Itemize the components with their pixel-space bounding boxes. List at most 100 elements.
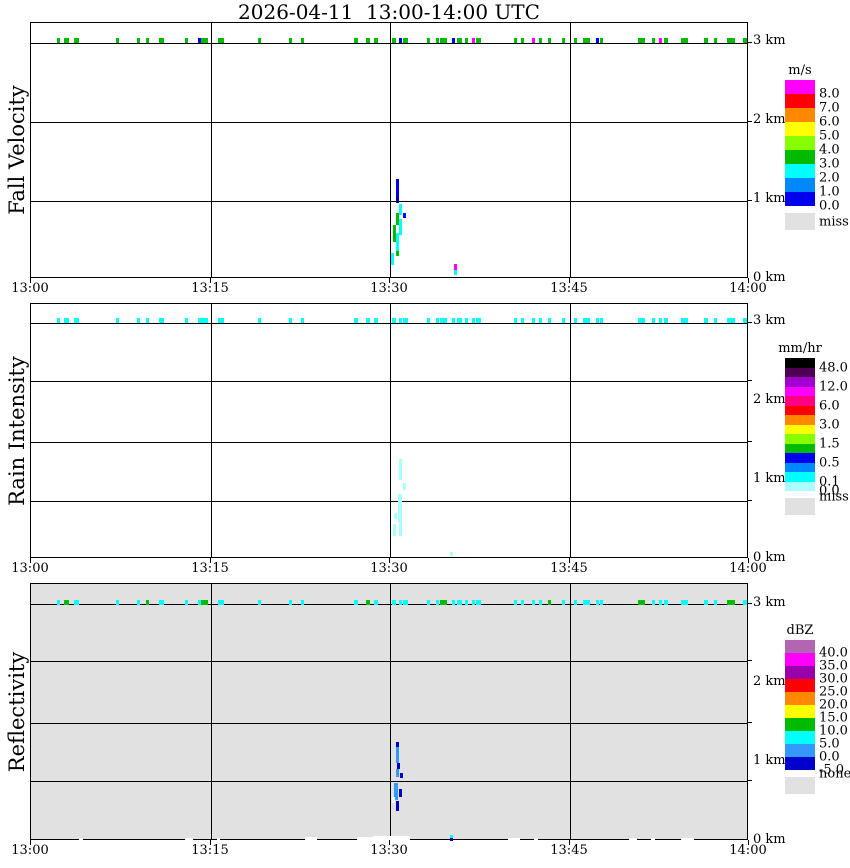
cloud-dot [427,318,430,323]
cloud-dot [185,318,188,323]
cloud-dot [743,38,747,43]
height-label: 0 km [753,832,786,847]
legend-value-label: 6.0 [819,398,840,413]
precip-mark [396,742,399,747]
legend-color-box [785,705,815,718]
time-label: 14:00 [729,561,767,576]
cloud-dot [596,600,599,605]
time-tick [748,840,749,845]
axis-tick-right [748,660,752,661]
legend-color-box [785,150,815,164]
cloud-dot [532,600,535,605]
cloud-dot [258,318,261,323]
precip-mark [403,483,406,490]
cloud-dot [521,600,524,605]
cloud-dot [548,318,551,323]
legend-value-label: 20.0 [819,697,848,713]
cloud-dot [562,38,565,43]
precip-mark [393,225,396,242]
precip-mark [396,197,399,203]
cloud-dot [532,318,535,323]
precip-mark [217,838,220,841]
cloud-dot [600,600,603,605]
panel-ylabel-rain-intensity: Rain Intensity [5,355,29,506]
cloud-dot [427,38,430,43]
time-label: 14:00 [729,843,767,858]
legend-missing-label: miss [819,489,849,505]
cloud-dot [714,600,717,605]
precip-mark [454,264,457,270]
cloud-dot [137,318,140,323]
cloud-dot [652,38,655,43]
legend-value-label: 48.0 [819,360,848,375]
cloud-dot [583,600,590,605]
cloud-dot [532,38,535,43]
cloud-dot [366,600,370,605]
cloud-dot [659,600,662,605]
precip-mark [399,204,402,215]
legend-value-label: 35.0 [819,658,848,674]
precip-mark [403,213,406,218]
legend-color-box [785,396,815,406]
cloud-dot [452,38,455,43]
cloud-dot [465,600,468,605]
cloud-dot [201,38,208,43]
cloud-dot [514,318,517,323]
legend-color-box [785,679,815,692]
cloud-dot [574,600,577,605]
cloud-dot [159,318,164,323]
precip-mark [681,838,694,841]
cloud-dot [116,600,119,605]
time-tick [30,278,31,283]
gridline-horizontal [31,442,747,443]
cloud-dot [399,600,402,605]
legend-color-box [785,178,815,192]
cloud-dot [198,38,202,43]
time-tick [389,558,390,563]
gridline-horizontal [31,723,747,724]
legend-color-box [785,757,815,770]
precip-mark [373,836,410,840]
legend-value-label: 5.0 [819,736,840,752]
precip-mark [396,251,399,256]
panel-ylabel-fall-velocity: Fall Velocity [5,85,29,215]
height-label: 2 km [753,112,786,127]
precip-mark [305,837,317,840]
legend-color-box [785,434,815,444]
precip-mark [398,494,402,522]
cloud-dot [743,600,747,605]
gridline-vertical [211,304,212,557]
cloud-dot [198,600,202,605]
time-tick [748,278,749,283]
cloud-dot [74,318,79,323]
precip-mark [396,179,399,197]
legend-title-reflectivity: dBZ [786,623,814,638]
legend-value-label: 3.0 [819,156,840,172]
cloud-dot [258,600,261,605]
legend-color-box [785,94,815,108]
height-label: 0 km [753,270,786,285]
time-label: 13:15 [191,561,229,576]
cloud-dot [137,600,140,605]
gridline-horizontal [31,122,747,123]
gridline-vertical [570,584,571,839]
legend-color-box [785,666,815,679]
cloud-dot [596,38,599,43]
precip-mark [629,838,637,841]
panel-ylabel-reflectivity: Reflectivity [5,651,29,772]
gridline-horizontal [31,43,747,44]
axis-tick-right [748,200,752,201]
precip-mark [450,552,453,556]
time-label: 13:30 [370,561,408,576]
cloud-dot [392,318,396,323]
cloud-dot [704,318,708,323]
legend-color-box [785,192,815,206]
cloud-dot [74,38,79,43]
legend-color-box [785,80,815,94]
cloud-dot [727,318,735,323]
panel-rain-intensity [30,303,748,558]
axis-tick-right [748,603,752,604]
cloud-dot [465,318,468,323]
legend-value-label: 0.0 [819,749,840,765]
